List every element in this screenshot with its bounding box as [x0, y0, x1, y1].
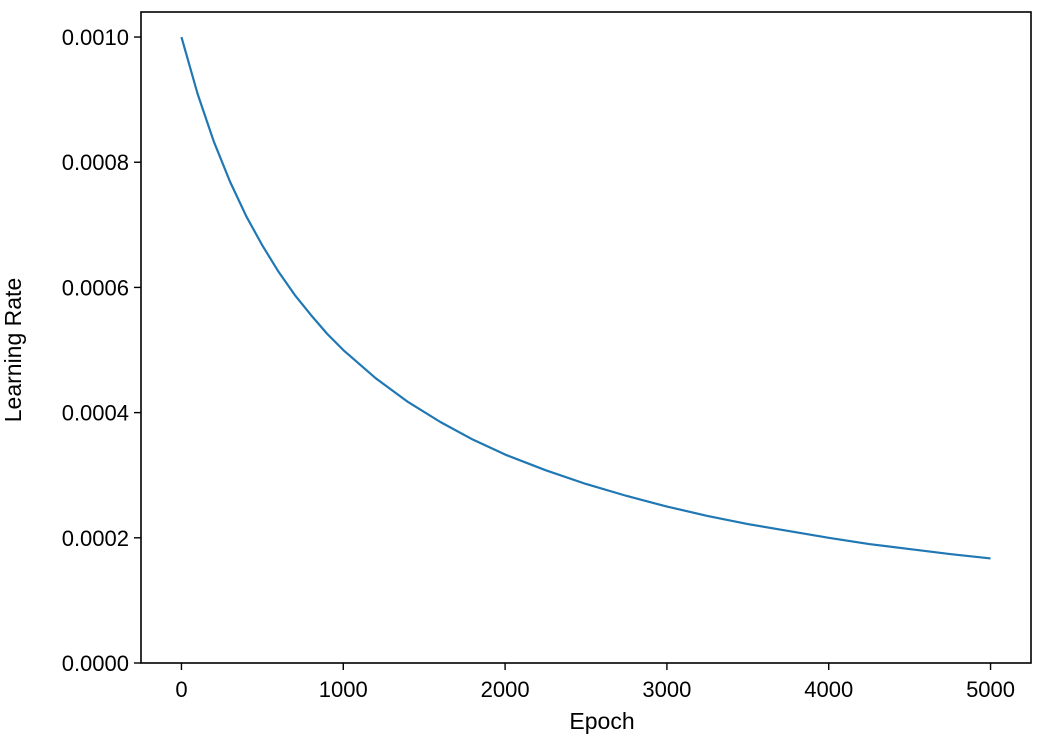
x-tick-label: 4000	[804, 677, 853, 702]
y-tick-label: 0.0002	[62, 526, 129, 551]
x-tick-label: 5000	[966, 677, 1015, 702]
x-tick-label: 0	[175, 677, 187, 702]
learning-rate-line	[180, 36, 991, 560]
x-tick-label: 2000	[481, 677, 530, 702]
y-tick-label: 0.0008	[62, 150, 129, 175]
x-axis-title: Epoch	[569, 708, 634, 734]
y-axis-title: Learning Rate	[0, 278, 26, 423]
x-axis: 0 1000 2000 3000 4000 5000	[175, 663, 1015, 702]
plot-area	[140, 11, 1032, 664]
y-tick-label: 0.0010	[62, 25, 129, 50]
y-tick-label: 0.0006	[62, 275, 129, 300]
y-axis: 0.0000 0.0002 0.0004 0.0006 0.0008 0.0010	[62, 25, 141, 676]
y-tick-label: 0.0000	[62, 651, 129, 676]
x-tick-label: 3000	[642, 677, 691, 702]
y-tick-label: 0.0004	[62, 401, 129, 426]
x-tick-label: 1000	[319, 677, 368, 702]
